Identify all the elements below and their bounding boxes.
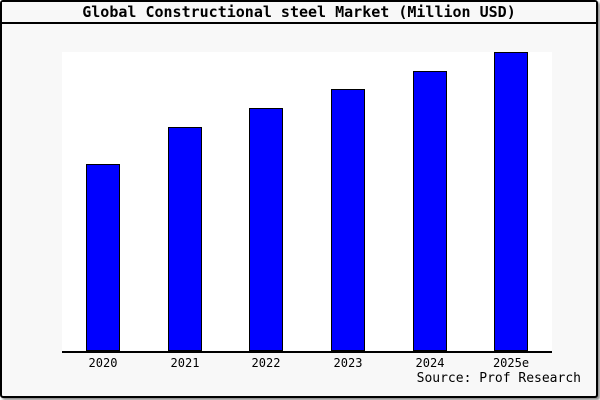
bar-2024 [413,71,447,351]
bar-2025e [494,52,528,351]
x-tick-label-2022: 2022 [251,356,281,370]
bar-2023 [331,89,365,351]
chart-title: Global Constructional steel Market (Mill… [82,3,516,21]
title-bar: Global Constructional steel Market (Mill… [2,2,596,24]
x-tick-label-2021: 2021 [170,356,200,370]
bar-2020 [86,164,120,351]
x-tick-label-2023: 2023 [333,356,363,370]
bar-2021 [168,127,202,351]
source-note: Source: Prof Research [416,371,581,386]
x-tick-label-2025e: 2025e [492,356,530,370]
bar-2022 [249,108,283,351]
x-tick-label-2020: 2020 [88,356,118,370]
x-tick-label-2024: 2024 [415,356,445,370]
x-axis-line [62,351,552,353]
plot-area [62,52,552,351]
